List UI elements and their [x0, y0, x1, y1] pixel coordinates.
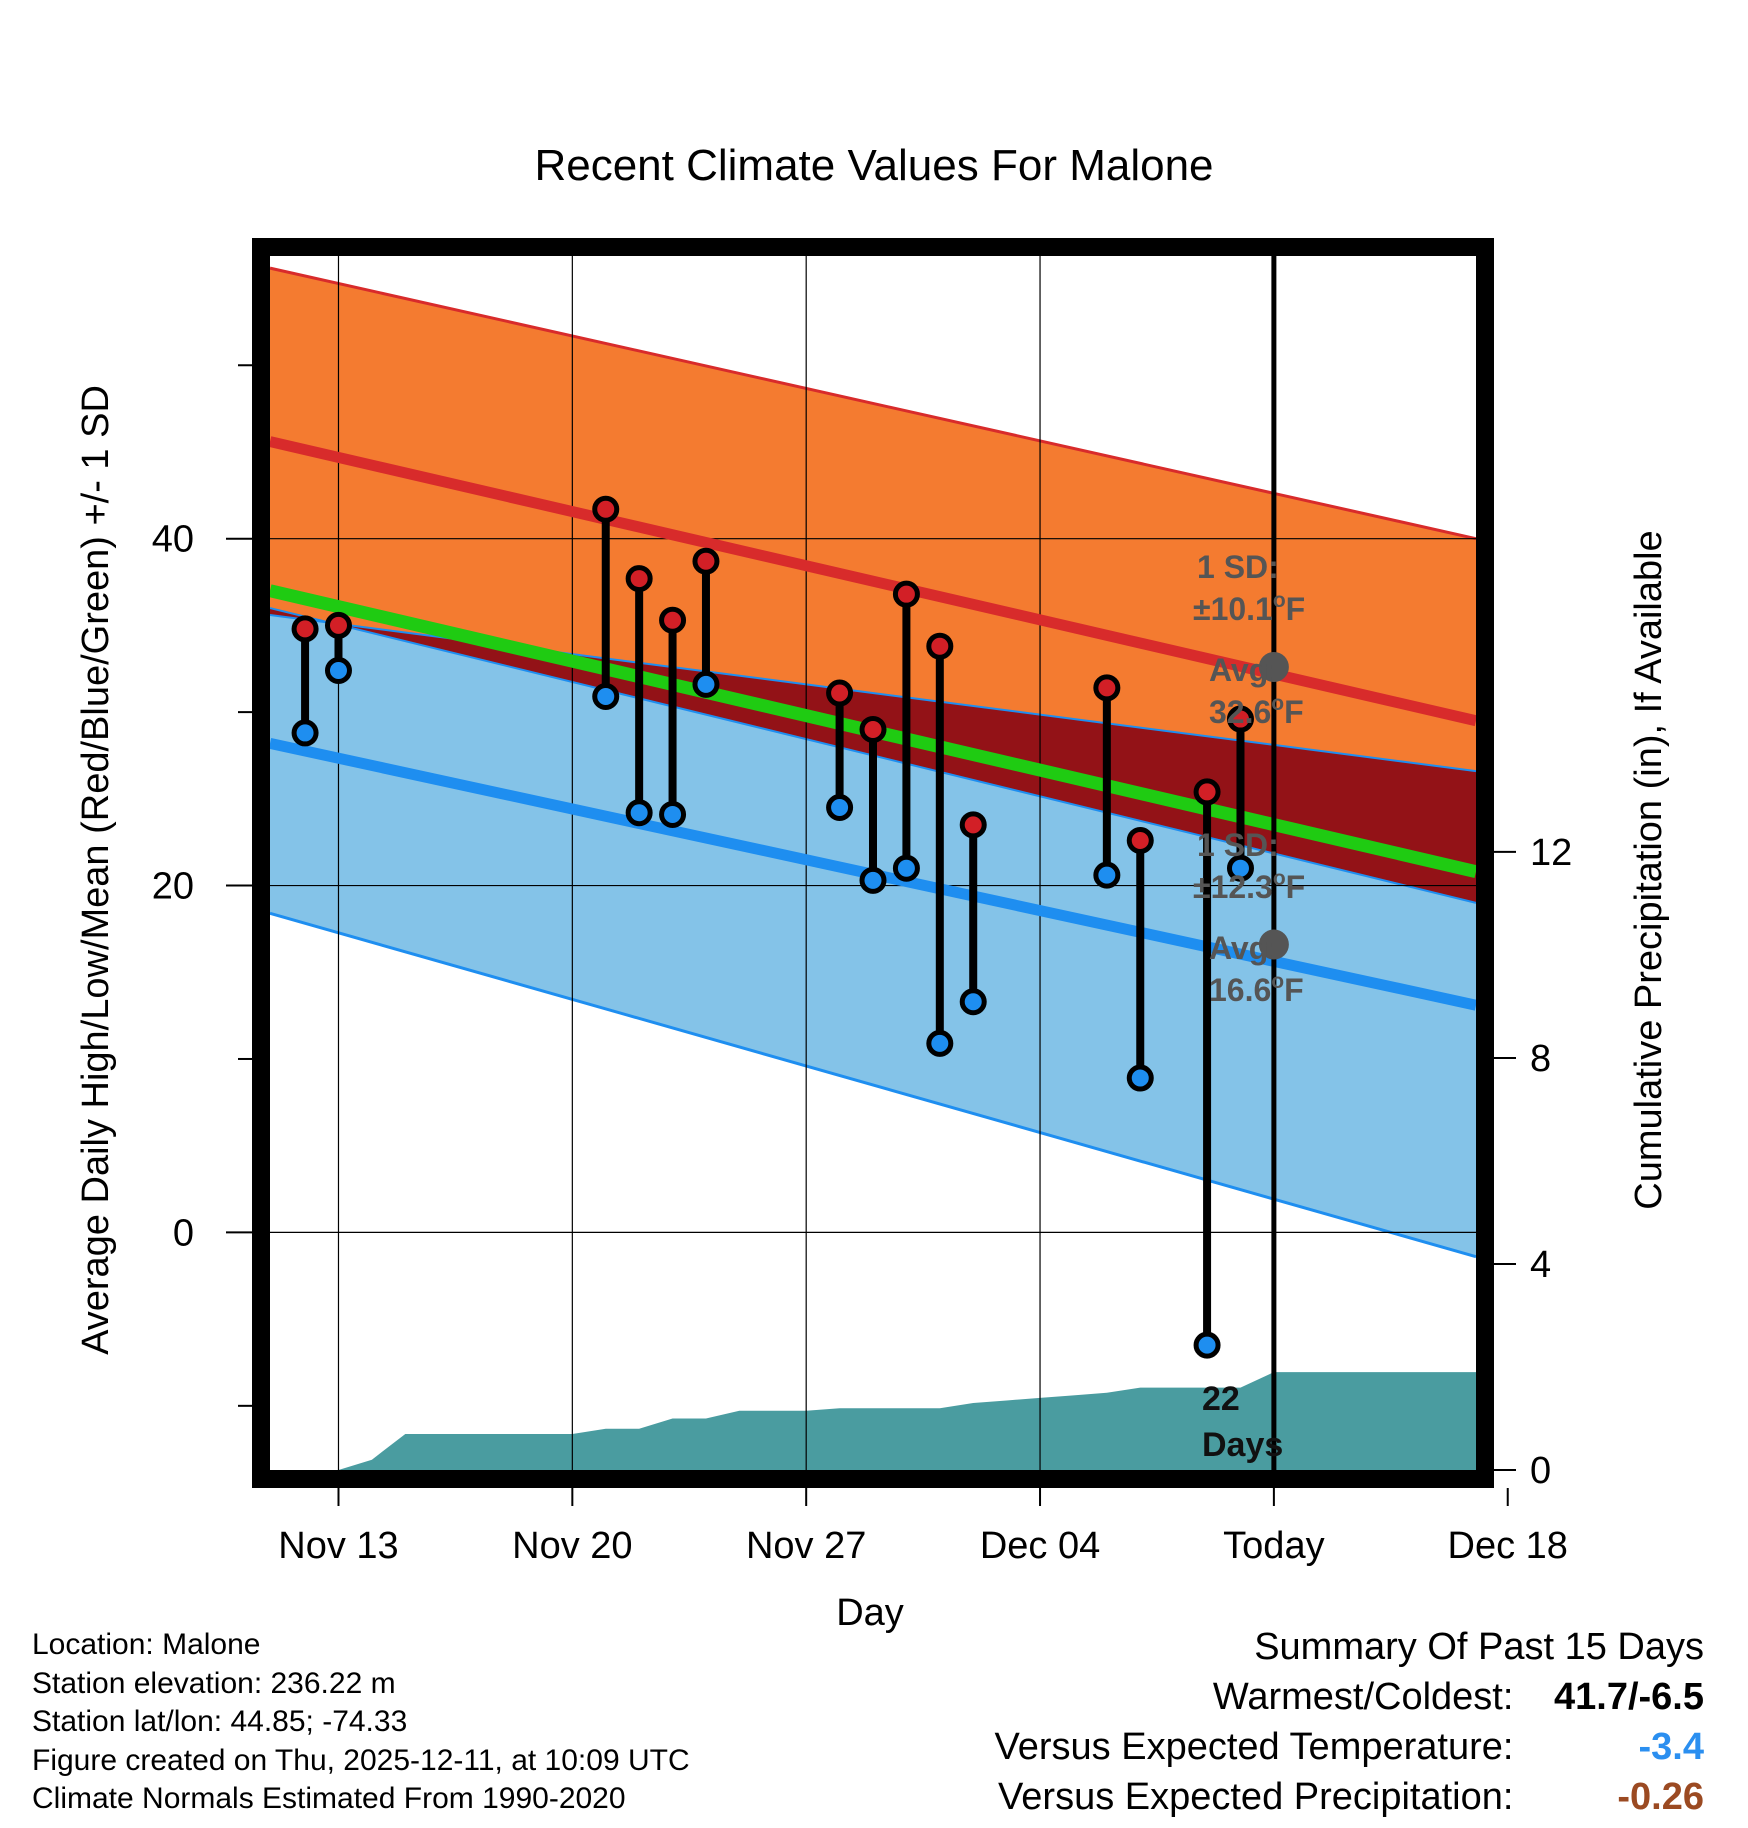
observed-low-point: [1226, 854, 1254, 882]
observed-low-point: [659, 800, 687, 828]
precipitation-area: [270, 1372, 1476, 1470]
elevation-text: Station elevation: 236.22 m: [32, 1666, 396, 1700]
observed-low-point: [1126, 1064, 1154, 1092]
observed-high-point: [1093, 674, 1121, 702]
observed-high-point: [1126, 826, 1154, 854]
temperature-departure-value: -3.4: [1638, 1726, 1704, 1768]
x-tick-label: Dec 18: [1448, 1525, 1568, 1567]
high-avg-value: 32.6oF: [1209, 692, 1304, 730]
plot-frame: [252, 238, 1494, 1488]
low-sd-label: 1 SD:: [1197, 827, 1279, 863]
observed-high-point: [324, 611, 352, 639]
x-tick-label: Today: [1223, 1525, 1324, 1567]
observation: [1226, 705, 1254, 882]
days-label: Days: [1202, 1426, 1283, 1464]
observations: [291, 495, 1254, 1359]
station-info: Location: Malone Station elevation: 236.…: [32, 1626, 690, 1819]
low-sd-value: ±12.3oF: [1193, 867, 1305, 905]
observed-high-point: [1193, 778, 1221, 806]
annotations: 1 SD: ±10.1oF Avg: 32.6oF 1 SD: ±12.3oF …: [1193, 549, 1305, 1464]
summary-panel: Summary Of Past 15 Days Warmest/Coldest:…: [995, 1622, 1704, 1822]
high-sd-label: 1 SD:: [1197, 549, 1279, 585]
observed-low-point: [592, 683, 620, 711]
precipitation-departure-row: Versus Expected Precipitation: -0.26: [995, 1772, 1704, 1822]
normals-text: Climate Normals Estimated From 1990-2020: [32, 1782, 626, 1815]
observed-high-point: [826, 679, 854, 707]
y2-axis-title: Cumulative Precipitation (in), If Availa…: [1628, 530, 1670, 1209]
y2-tick-label: 8: [1530, 1038, 1551, 1080]
created-text: Figure created on Thu, 2025-12-11, at 10…: [32, 1743, 690, 1777]
observation: [659, 606, 687, 828]
observation: [1126, 826, 1154, 1092]
observed-high-point: [592, 495, 620, 523]
observed-high-point: [859, 715, 887, 743]
warmest-coldest-label: Warmest/Coldest:: [1212, 1676, 1514, 1718]
observed-low-point: [826, 794, 854, 822]
x-tick-label: Dec 04: [980, 1525, 1100, 1567]
y2-tick-label: 4: [1530, 1244, 1551, 1286]
observed-high-point: [659, 606, 687, 634]
high-sd-value: ±10.1oF: [1193, 589, 1305, 627]
observed-high-point: [291, 615, 319, 643]
x-tick-label: Nov 20: [512, 1525, 632, 1567]
observed-low-point: [1193, 1331, 1221, 1359]
observation: [625, 565, 653, 827]
observed-low-point: [959, 988, 987, 1016]
observation: [926, 632, 954, 1057]
observed-high-point: [892, 580, 920, 608]
observed-high-point: [625, 565, 653, 593]
location-text: Location: Malone: [32, 1628, 261, 1661]
y-tick-label: 40: [152, 519, 194, 561]
high-avg-label: Avg:: [1209, 652, 1279, 688]
chart-title: Recent Climate Values For Malone: [534, 141, 1213, 190]
y-tick-label: 0: [173, 1212, 194, 1254]
precipitation-departure-label: Versus Expected Precipitation:: [998, 1776, 1514, 1818]
y-tick-label: 20: [152, 866, 194, 908]
y2-tick-label: 12: [1530, 832, 1572, 874]
observed-high-point: [959, 811, 987, 839]
plot-area: [268, 256, 1478, 1470]
low-avg-value: 16.6oF: [1209, 970, 1304, 1008]
low-average-marker: [1258, 929, 1289, 960]
observation: [859, 715, 887, 894]
observation: [324, 611, 352, 684]
observed-high-point: [926, 632, 954, 660]
days-count: 22: [1202, 1380, 1240, 1418]
observation: [959, 811, 987, 1016]
temperature-departure-label: Versus Expected Temperature:: [994, 1726, 1514, 1768]
observation: [692, 547, 720, 698]
y-axis-title: Average Daily High/Low/Mean (Red/Blue/Gr…: [75, 385, 117, 1355]
observed-low-point: [1093, 861, 1121, 889]
high-average-marker: [1258, 652, 1289, 683]
x-tick-label: Nov 13: [278, 1525, 398, 1567]
latlon-text: Station lat/lon: 44.85; -74.33: [32, 1705, 408, 1738]
observation: [291, 615, 319, 747]
observation: [892, 580, 920, 882]
observed-high-point: [692, 547, 720, 575]
x-axis-title: Day: [836, 1592, 904, 1634]
observed-low-point: [859, 866, 887, 894]
temperature-departure-row: Versus Expected Temperature: -3.4: [995, 1722, 1704, 1772]
low-avg-label: Avg:: [1209, 930, 1279, 966]
observed-low-point: [926, 1029, 954, 1057]
precipitation-departure-value: -0.26: [1617, 1776, 1704, 1818]
x-tick-label: Nov 27: [746, 1525, 866, 1567]
observed-low-point: [692, 670, 720, 698]
observed-high-point: [1226, 705, 1254, 733]
warmest-coldest-row: Warmest/Coldest: 41.7/-6.5: [995, 1672, 1704, 1722]
axes: Nov 13 Nov 20 Nov 27 Dec 04 Today Dec 1802040…: [152, 364, 1572, 1567]
observation: [1193, 778, 1221, 1359]
observation: [1093, 674, 1121, 889]
observed-low-point: [892, 854, 920, 882]
observed-low-point: [625, 799, 653, 827]
observation: [592, 495, 620, 711]
y2-tick-label: 0: [1530, 1450, 1551, 1492]
warmest-coldest-value: 41.7/-6.5: [1554, 1676, 1704, 1718]
summary-title: Summary Of Past 15 Days: [1254, 1626, 1704, 1668]
observed-low-point: [324, 656, 352, 684]
low-sd-band: [270, 608, 1476, 1257]
observation: [826, 679, 854, 822]
observed-low-point: [291, 719, 319, 747]
